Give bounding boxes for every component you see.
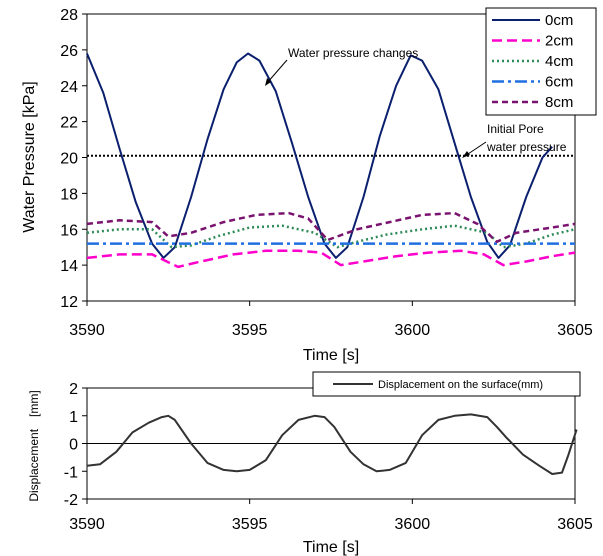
- legend-label-8cm: 8cm: [545, 94, 573, 111]
- bottom-x-tick-label: 3600: [395, 516, 431, 533]
- top-y-tick-label: 12: [60, 294, 78, 311]
- bottom-x-axis-label: Time [s]: [303, 539, 359, 556]
- top-legend: 0cm 2cm 4cm 6cm 8cm: [485, 7, 597, 116]
- annotation-arrowhead-1: [265, 78, 271, 86]
- top-x-tick-label: 3600: [395, 322, 431, 339]
- legend-label-6cm: 6cm: [545, 74, 573, 91]
- bottom-legend: Displacement on the surface(mm): [312, 371, 581, 397]
- top-x-tick-label: 3595: [232, 322, 268, 339]
- top-x-ticks: 3590 3595 3600 3605: [69, 301, 593, 339]
- annotation-arrowhead-2: [462, 151, 470, 158]
- top-y-tick-label: 24: [60, 79, 78, 96]
- bottom-x-tick-label: 3595: [232, 516, 268, 533]
- series-line-8cm: [86, 211, 576, 244]
- top-y-axis-label: Water Pressure [kPa]: [21, 81, 38, 232]
- bottom-y-tick-label: 2: [69, 381, 78, 398]
- top-x-tick-label: 3605: [557, 322, 593, 339]
- bottom-x-tick-label: 3605: [557, 516, 593, 533]
- bottom-legend-label: Displacement on the surface(mm): [378, 379, 543, 391]
- series-line-2cm: [86, 249, 576, 269]
- water-pressure-chart: 12 14 16 18 20 22 24 26 28 3590 3595 3600 3605 Time…: [21, 7, 597, 364]
- bottom-series: [86, 413, 578, 475]
- bottom-y-ticks: -2 -1 0 1 2: [64, 381, 87, 509]
- top-y-ticks: 12 14 16 18 20 22 24 26 28: [60, 7, 87, 311]
- series-line-4cm: [86, 224, 576, 249]
- bottom-y-tick-label: 0: [69, 437, 78, 454]
- displacement-chart: -2 -1 0 1 2 3590 3595 3600 3605 Time [s] Displa…: [27, 371, 593, 556]
- top-y-tick-label: 20: [60, 151, 78, 168]
- top-legend-items: 0cm 2cm 4cm 6cm 8cm: [492, 12, 573, 111]
- bottom-x-tick-label: 3590: [69, 516, 105, 533]
- annotation-initial-pore-line2: water pressure: [486, 140, 567, 154]
- top-legend-box: [485, 7, 597, 116]
- top-x-axis-label: Time [s]: [303, 347, 359, 364]
- top-y-tick-label: 26: [60, 43, 78, 60]
- bottom-y-tick-label: 1: [69, 409, 78, 426]
- top-y-tick-label: 14: [60, 258, 78, 275]
- bottom-x-ticks: 3590 3595 3600 3605: [69, 499, 593, 533]
- series-line-displacement-on-the-surface-mm-: [86, 413, 578, 475]
- bottom-y-tick-label: -1: [64, 464, 78, 481]
- bottom-y-tick-label: -2: [64, 492, 78, 509]
- top-y-tick-label: 28: [60, 7, 78, 24]
- top-x-tick-label: 3590: [69, 322, 105, 339]
- top-y-tick-label: 18: [60, 186, 78, 203]
- legend-label-4cm: 4cm: [545, 53, 573, 70]
- annotation-initial-pore-line1: Initial Pore: [487, 122, 544, 136]
- top-y-tick-label: 22: [60, 115, 78, 132]
- legend-label-0cm: 0cm: [545, 12, 573, 29]
- annotation-water-pressure-changes: Water pressure changes: [288, 46, 418, 60]
- top-y-tick-label: 16: [60, 222, 78, 239]
- top-series: [86, 52, 576, 269]
- bottom-y-axis-label: Displacement [mm]: [27, 390, 41, 501]
- annotation-arrow-1: [266, 59, 288, 84]
- legend-label-2cm: 2cm: [545, 33, 573, 50]
